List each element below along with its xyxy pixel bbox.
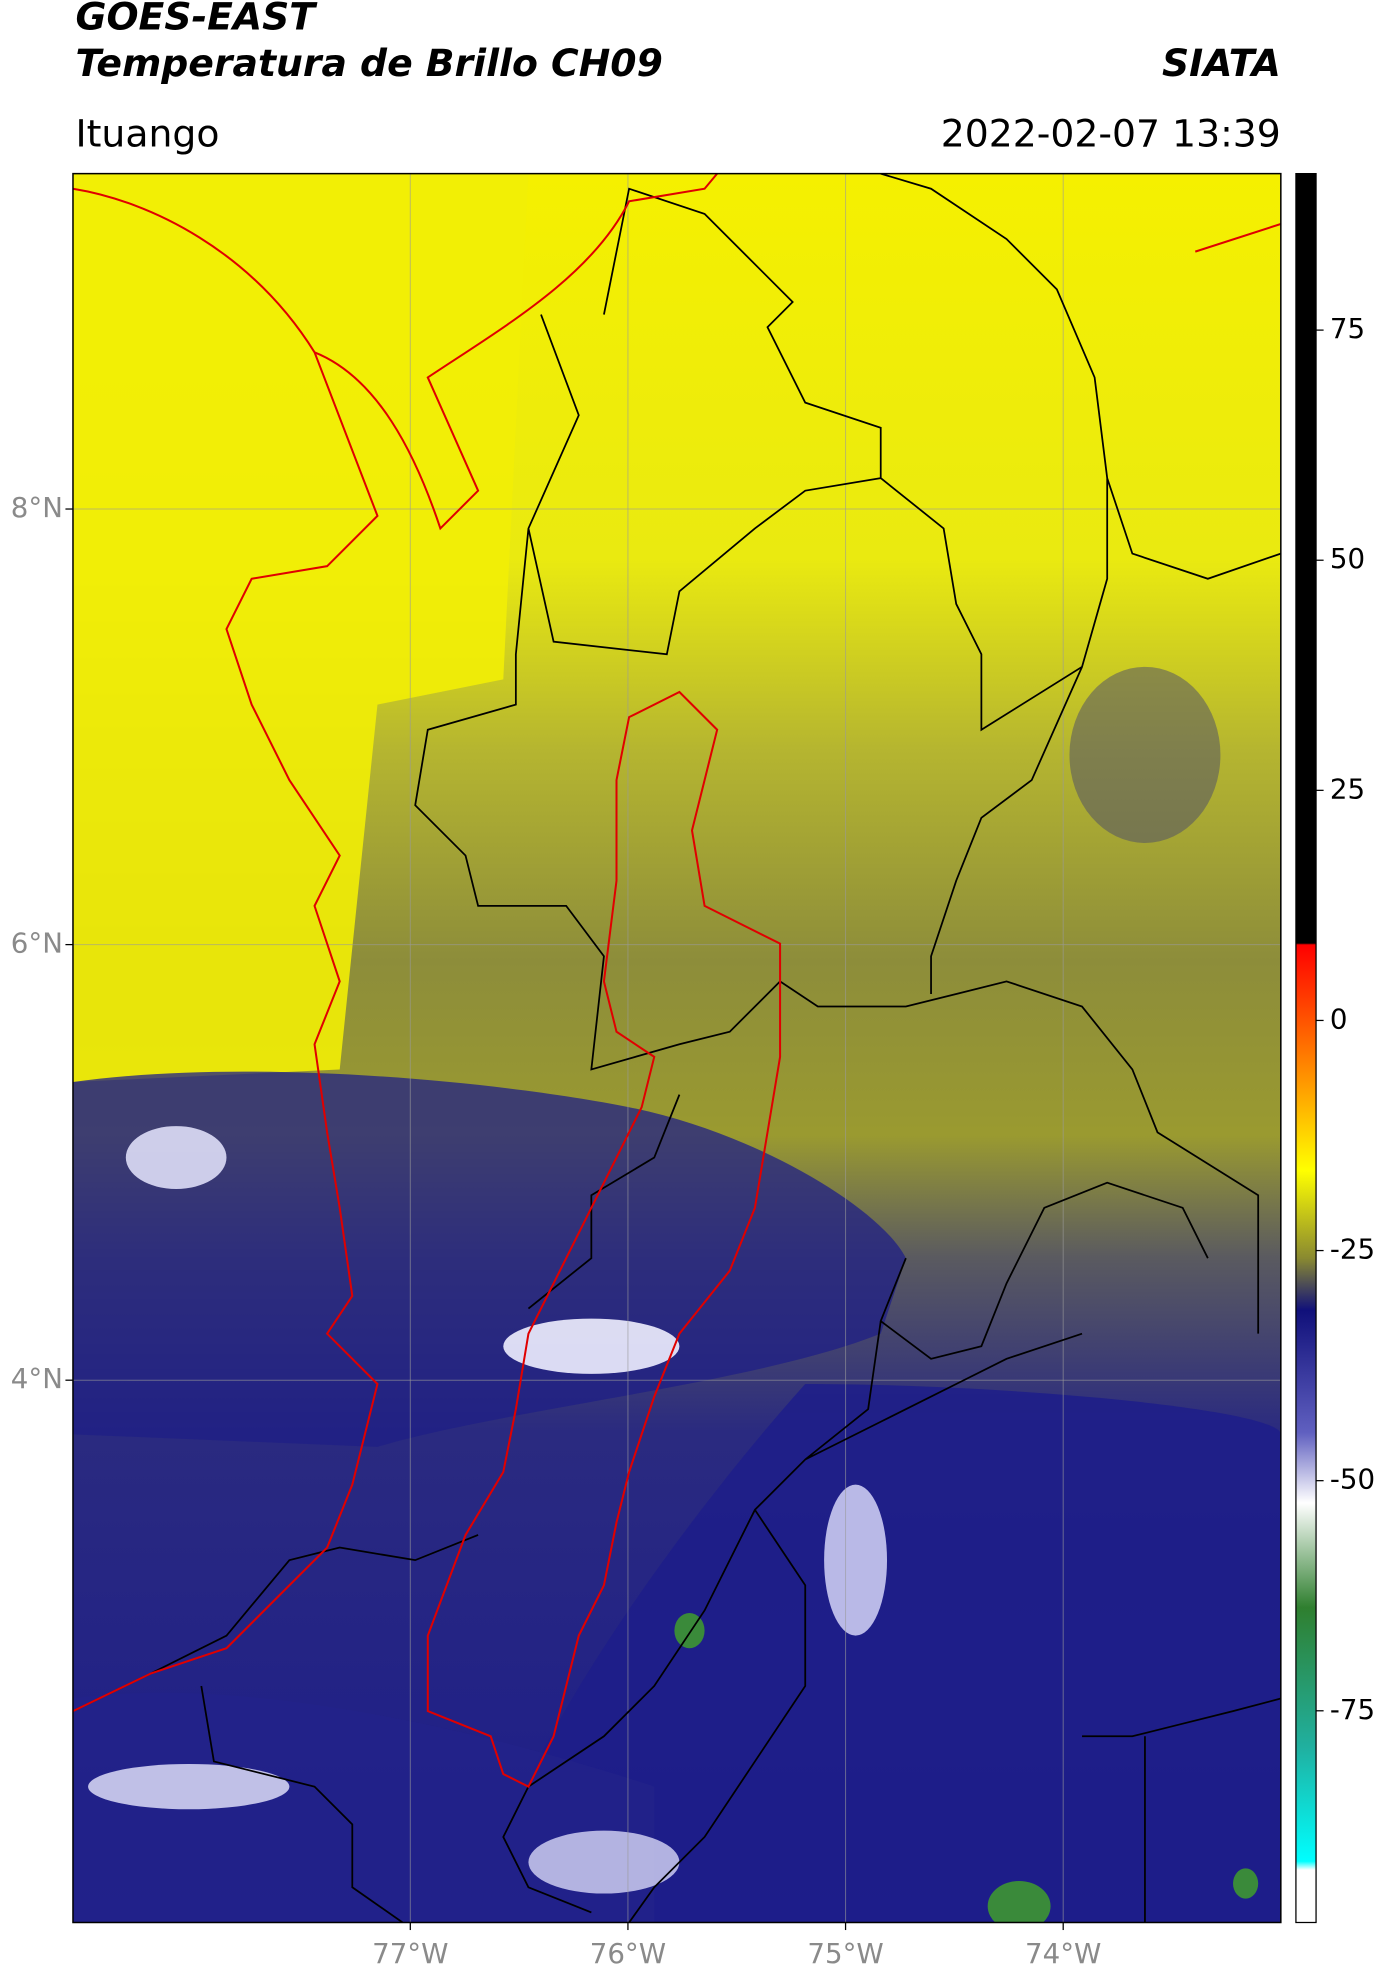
subtitle: Temperatura de Brillo CH09 <box>75 41 662 85</box>
timestamp: 2022-02-07 13:39 <box>941 111 1281 155</box>
colorbar-tick-label: -50 <box>1330 1463 1375 1496</box>
yellow-region <box>72 173 529 1083</box>
x-tick-label: 76°W <box>590 1937 666 1970</box>
y-tick-label: 4°N <box>11 1362 63 1395</box>
dark-area <box>1069 666 1221 843</box>
colorbar-tick-label: 25 <box>1330 772 1365 805</box>
x-tick-label: 74°W <box>1025 1937 1101 1970</box>
y-tick-label: 6°N <box>11 927 63 960</box>
cold-cloud <box>503 1318 680 1374</box>
source: SIATA <box>1162 41 1281 85</box>
x-tick-label: 77°W <box>372 1937 448 1970</box>
location: Ituango <box>75 111 219 155</box>
map-image <box>72 173 1281 1923</box>
x-tick-label: 75°W <box>807 1937 883 1970</box>
colorbar-tick-label: -25 <box>1330 1233 1375 1266</box>
cold-cloud <box>88 1763 290 1810</box>
colorbar-tick-label: -75 <box>1330 1693 1375 1726</box>
colorbar-tick-label: 0 <box>1330 1002 1348 1035</box>
cloud-mass <box>72 1692 655 1923</box>
map-frame <box>72 172 1282 1924</box>
title: GOES-EAST <box>75 0 318 38</box>
graticule <box>72 173 1281 1923</box>
colorbar-tick-label: 75 <box>1330 312 1365 345</box>
green-spot <box>987 1880 1051 1923</box>
cloud-mass <box>478 1383 1281 1923</box>
colorbar-tick-label: 50 <box>1330 542 1365 575</box>
cold-cloud <box>125 1126 227 1189</box>
cloud-band <box>72 1071 906 1447</box>
cold-cloud <box>824 1484 888 1636</box>
green-spot <box>1233 1868 1259 1899</box>
y-tick-label: 8°N <box>11 491 63 524</box>
cold-cloud <box>528 1830 680 1894</box>
colorbar <box>1295 172 1317 1924</box>
